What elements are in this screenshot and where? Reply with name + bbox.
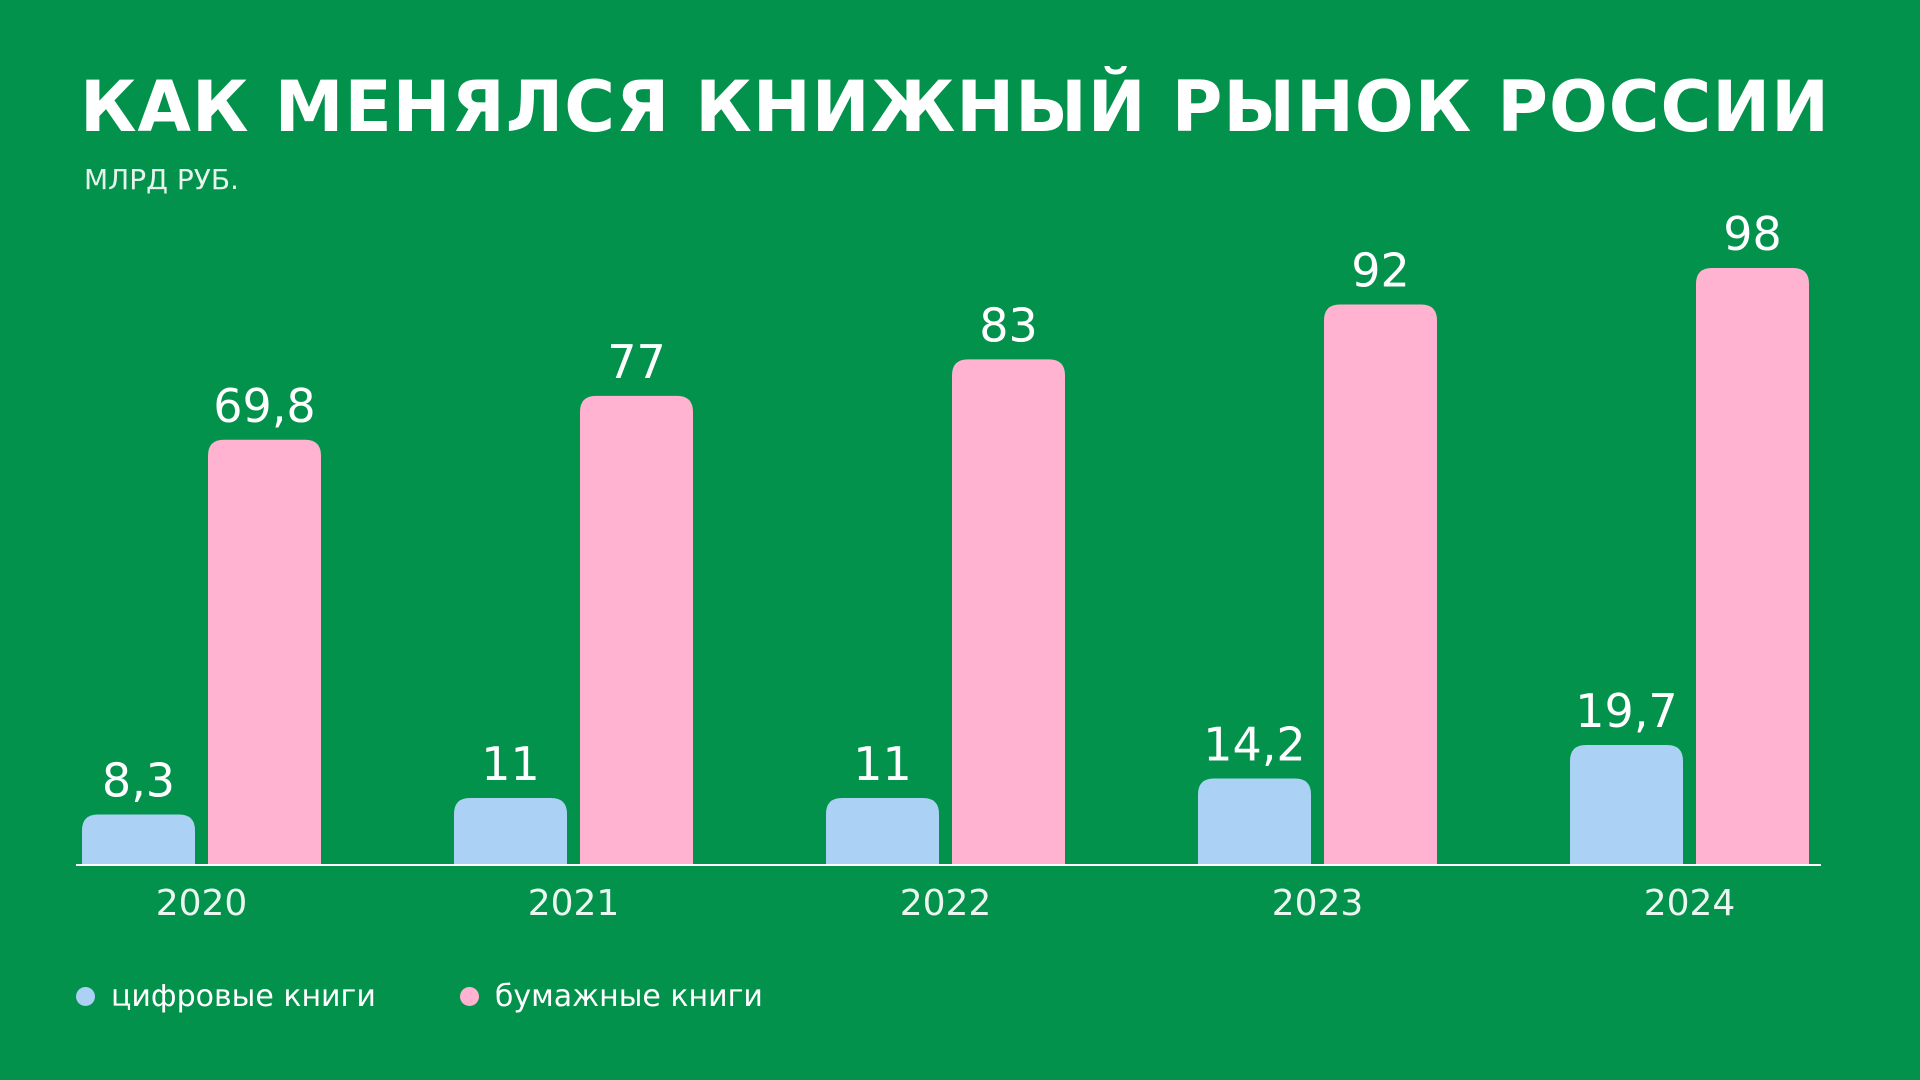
bar-digital-2024 [1570,744,1683,865]
chart-title: КАК МЕНЯЛСЯ КНИЖНЫЙ РЫНОК РОССИИ [80,66,1830,148]
value-label-digital-2023: 14,2 [1203,717,1305,771]
legend: цифровые книги бумажные книги [76,976,763,1016]
chart-subtitle: МЛРД РУБ. [84,163,239,196]
bar-digital-2022 [826,797,939,865]
legend-swatch-digital [76,986,95,1006]
bar-paper-2023 [1324,304,1437,865]
bar-paper-2022 [952,359,1065,865]
legend-swatch-paper [459,986,479,1006]
bar-paper-2024 [1696,268,1809,865]
bar-digital-2021 [454,797,567,865]
bar-digital-2023 [1198,778,1311,865]
value-label-paper-2023: 92 [1351,244,1410,298]
value-label-paper-2021: 77 [607,335,666,389]
bar-digital-2020 [82,814,195,865]
bar-paper-2021 [580,395,693,865]
x-tick-label-2021: 2021 [528,883,620,924]
value-label-paper-2020: 69,8 [213,379,315,433]
value-label-digital-2024: 19,7 [1575,684,1677,738]
bar-paper-2020 [208,439,321,865]
value-label-digital-2022: 11 [853,737,912,791]
value-label-digital-2020: 8,3 [102,753,175,807]
x-tick-label-2023: 2023 [1272,883,1364,924]
x-tick-label-2020: 2020 [156,883,248,924]
value-label-digital-2021: 11 [481,737,540,791]
value-label-paper-2024: 98 [1723,207,1782,261]
legend-label-digital: цифровые книги [111,978,376,1014]
value-label-paper-2022: 83 [979,298,1038,352]
x-tick-label-2022: 2022 [900,883,992,924]
legend-item-digital: цифровые книги [76,979,376,1014]
legend-item-paper: бумажные книги [459,978,763,1014]
x-tick-label-2024: 2024 [1644,883,1736,924]
legend-label-paper: бумажные книги [494,978,763,1014]
